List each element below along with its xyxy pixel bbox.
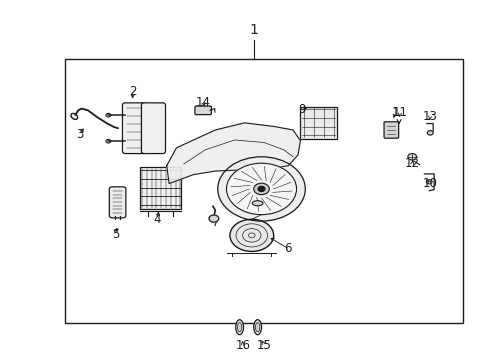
Text: 16: 16 xyxy=(235,338,250,351)
FancyBboxPatch shape xyxy=(141,103,165,154)
Text: 10: 10 xyxy=(422,177,437,190)
Ellipse shape xyxy=(235,320,243,335)
FancyBboxPatch shape xyxy=(383,122,398,138)
Circle shape xyxy=(217,157,305,221)
Text: 5: 5 xyxy=(112,228,119,241)
Text: 1: 1 xyxy=(249,23,258,37)
Polygon shape xyxy=(166,123,300,184)
Ellipse shape xyxy=(252,201,263,206)
Text: 4: 4 xyxy=(153,213,161,226)
Text: 7: 7 xyxy=(211,216,219,229)
Circle shape xyxy=(258,186,264,192)
Text: 9: 9 xyxy=(298,103,305,116)
Text: 13: 13 xyxy=(422,110,437,123)
FancyBboxPatch shape xyxy=(195,106,211,114)
Bar xyxy=(64,59,462,323)
Circle shape xyxy=(208,215,218,222)
FancyBboxPatch shape xyxy=(109,187,125,218)
Bar xyxy=(140,167,181,208)
Text: 1: 1 xyxy=(391,105,398,119)
Text: 2: 2 xyxy=(129,85,136,98)
Ellipse shape xyxy=(255,323,259,332)
Text: 14: 14 xyxy=(195,96,210,109)
Text: 6: 6 xyxy=(284,242,291,255)
Text: 3: 3 xyxy=(76,128,83,141)
Circle shape xyxy=(407,154,416,160)
Text: 12: 12 xyxy=(404,157,419,170)
Ellipse shape xyxy=(253,320,261,335)
Circle shape xyxy=(226,163,296,215)
Circle shape xyxy=(427,131,432,135)
Text: 15: 15 xyxy=(256,338,271,351)
Circle shape xyxy=(229,219,273,251)
Ellipse shape xyxy=(237,323,242,332)
Bar xyxy=(300,107,336,139)
Text: 11: 11 xyxy=(392,105,407,119)
Circle shape xyxy=(253,183,269,195)
FancyBboxPatch shape xyxy=(122,103,146,154)
Text: 8: 8 xyxy=(264,202,271,215)
